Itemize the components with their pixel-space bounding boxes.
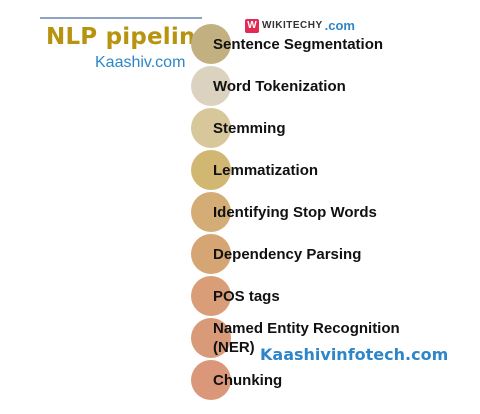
pipeline-step-chunking: Chunking: [191, 360, 471, 400]
step-circle: [191, 24, 231, 64]
step-label-line: Named Entity Recognition: [213, 320, 400, 337]
step-label: Lemmatization: [213, 161, 319, 179]
pipeline-step-stop-words: Identifying Stop Words: [191, 192, 471, 232]
step-circle: [191, 150, 231, 190]
pipeline-step-sentence-segmentation: Sentence Segmentation: [191, 24, 471, 64]
wikitechy-logo-name: WIKITECHY: [262, 20, 323, 31]
watermark-text: Kaashivinfotech.com: [260, 345, 449, 364]
kaashiv-link[interactable]: Kaashiv.com: [95, 54, 186, 71]
step-label: Identifying Stop Words: [213, 203, 377, 221]
step-circle: [191, 318, 231, 358]
step-label: POS tags: [213, 287, 280, 305]
step-circle: [191, 66, 231, 106]
pipeline-step-dependency-parsing: Dependency Parsing: [191, 234, 471, 274]
step-circle: [191, 108, 231, 148]
step-label: Dependency Parsing: [213, 245, 362, 263]
step-label: Named Entity Recognition (NER): [213, 318, 400, 358]
pipeline-step-word-tokenization: Word Tokenization: [191, 66, 471, 106]
step-circle: [191, 234, 231, 274]
wikitechy-logo: W WIKITECHY .com: [245, 18, 355, 33]
step-circle: [191, 276, 231, 316]
page-title: NLP pipeline: [46, 24, 212, 50]
step-circle: [191, 360, 231, 400]
step-label: Word Tokenization: [213, 77, 346, 95]
step-label: Stemming: [213, 119, 286, 137]
title-underline: [40, 17, 202, 19]
pipeline-step-lemmatization: Lemmatization: [191, 150, 471, 190]
pipeline-step-stemming: Stemming: [191, 108, 471, 148]
wikitechy-logo-icon: W: [245, 18, 259, 33]
step-label: Sentence Segmentation: [213, 35, 384, 53]
wikitechy-logo-tld: .com: [324, 18, 355, 33]
pipeline-step-pos-tags: POS tags: [191, 276, 471, 316]
step-label-line: (NER): [213, 339, 255, 356]
pipeline-step-ner: Named Entity Recognition (NER): [191, 318, 471, 358]
step-label: Chunking: [213, 371, 283, 389]
step-circle: [191, 192, 231, 232]
